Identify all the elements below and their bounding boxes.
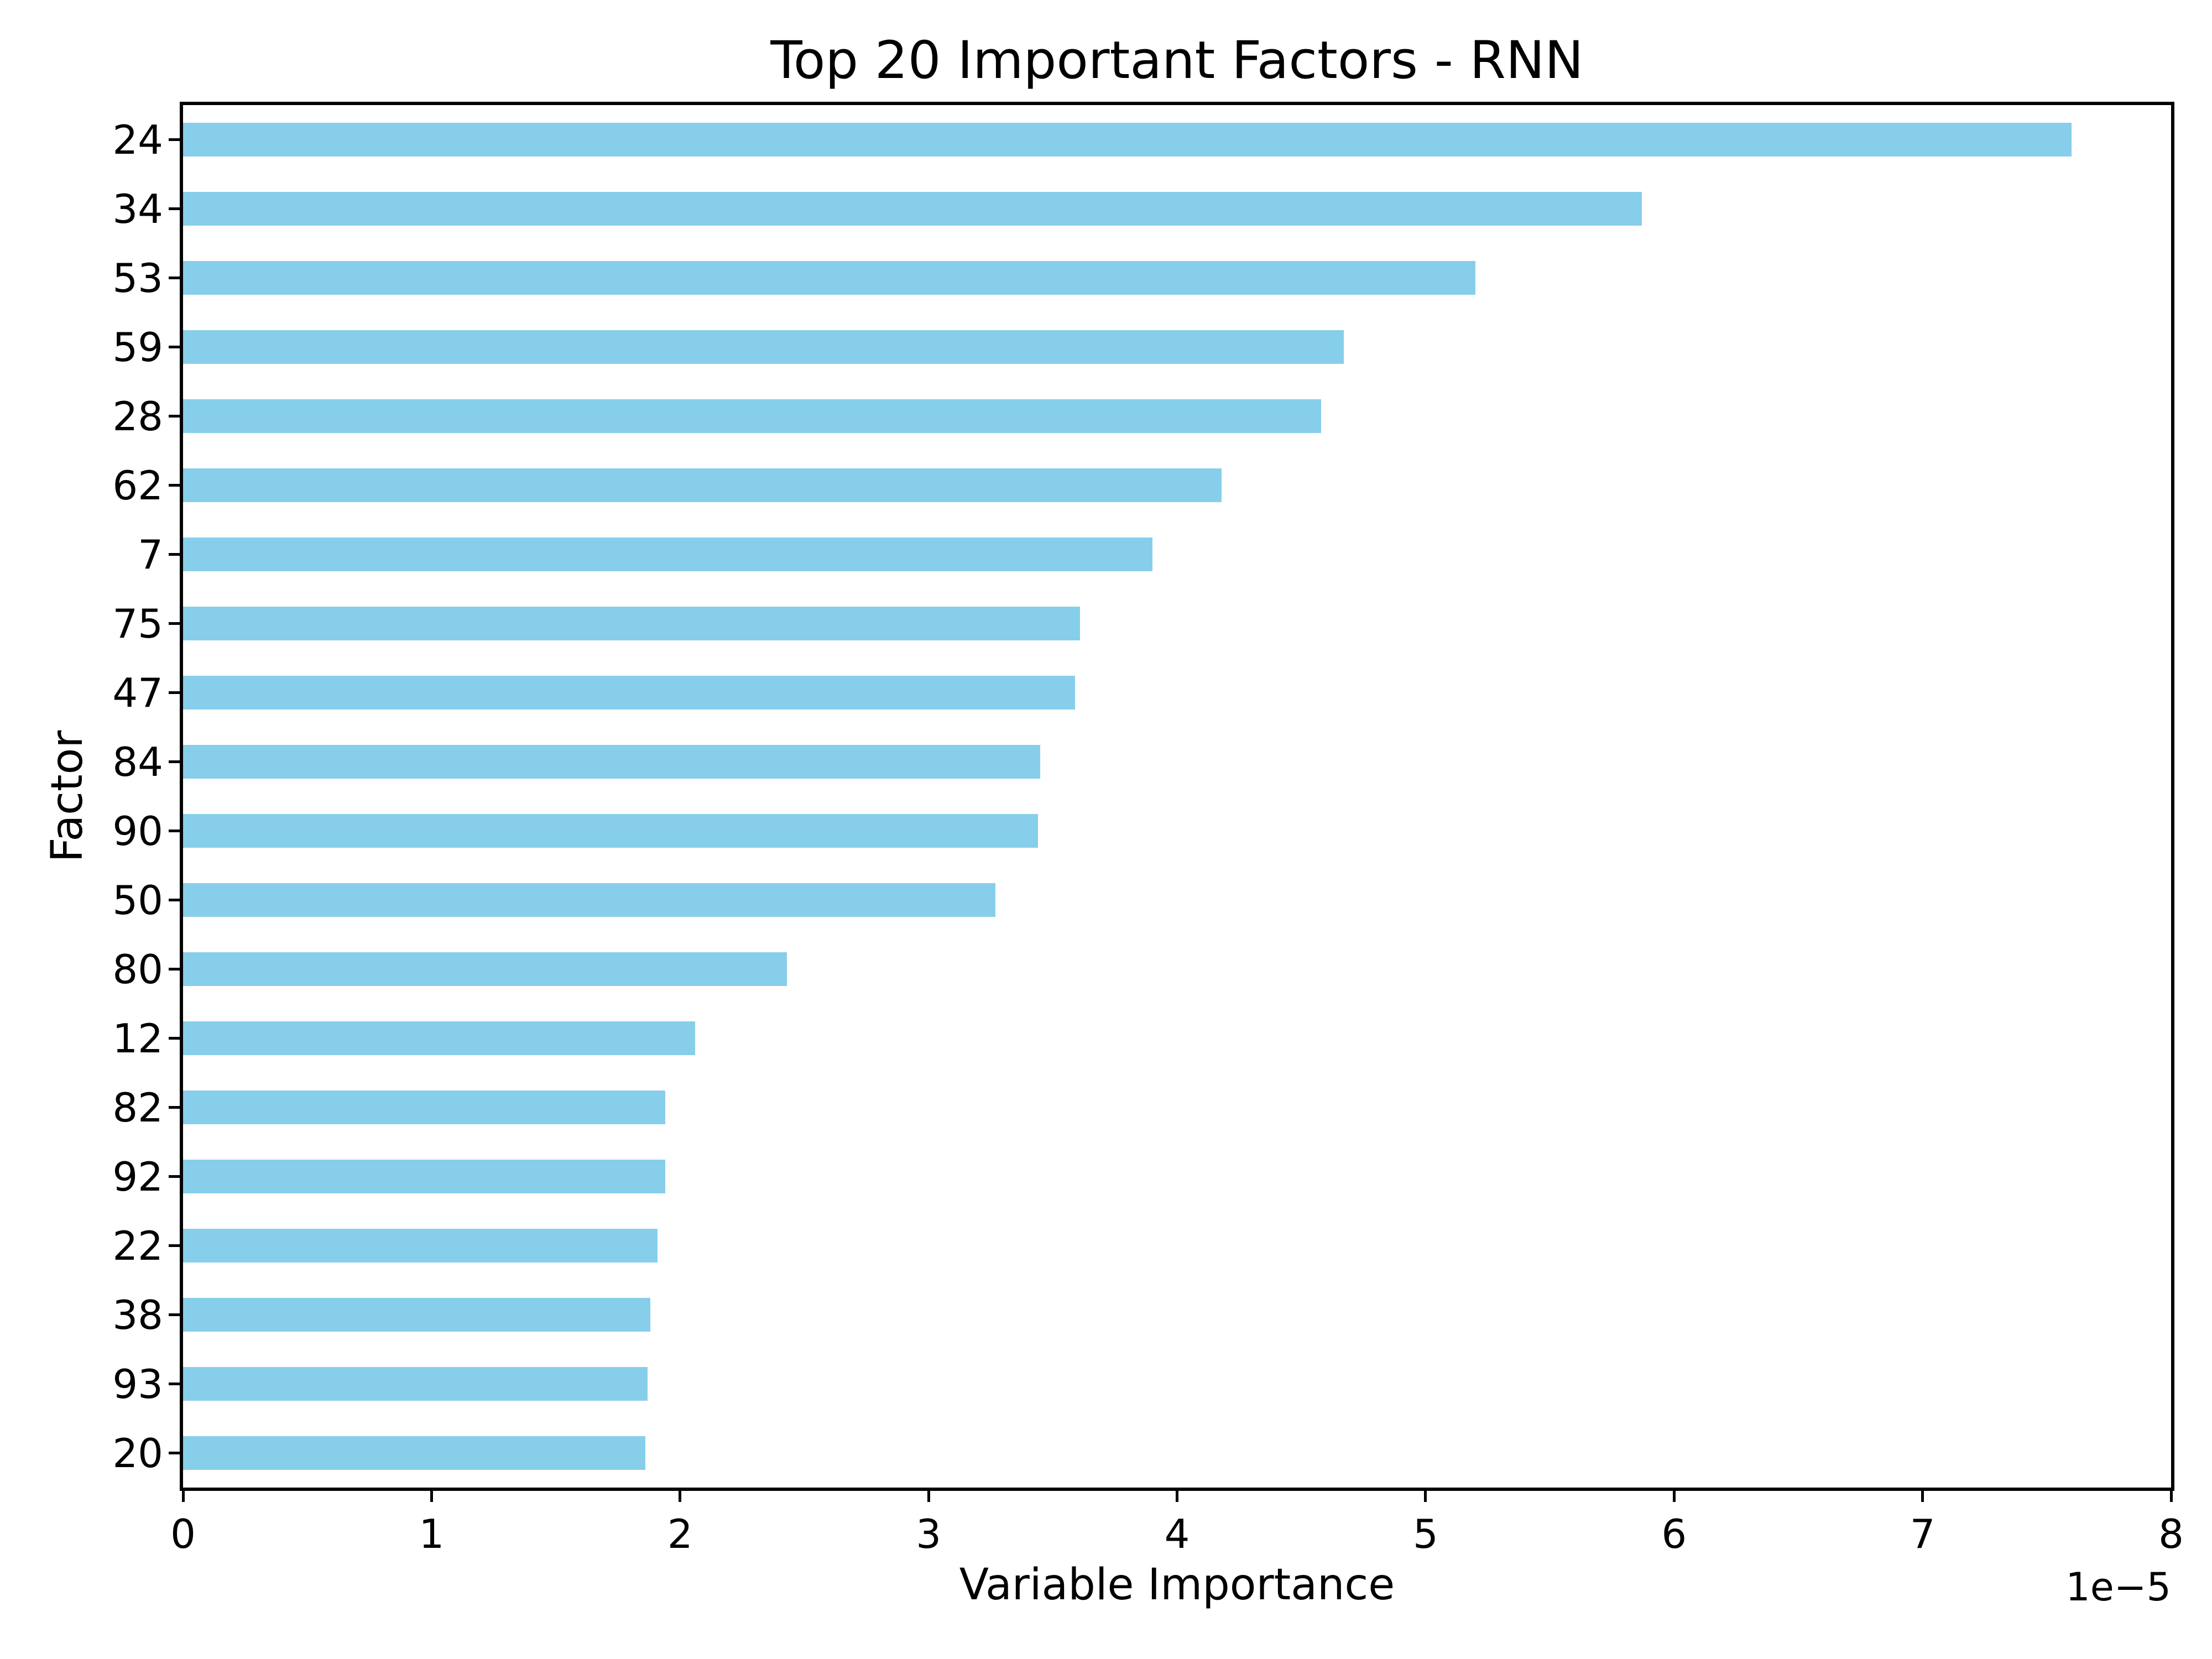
y-tick-label-22: 22 (112, 1222, 163, 1269)
y-tick-mark-20 (169, 1452, 180, 1454)
bar-factor-59 (183, 330, 1344, 364)
y-tick-label-90: 90 (112, 807, 163, 854)
x-tick-label-6: 6 (1661, 1511, 1687, 1557)
y-tick-label-34: 34 (112, 185, 163, 232)
y-tick-label-50: 50 (112, 877, 163, 924)
y-tick-mark-93 (169, 1383, 180, 1385)
x-tick-label-1: 1 (419, 1511, 445, 1557)
x-tick-mark-4 (1176, 1491, 1178, 1502)
bar-factor-90 (183, 814, 1038, 848)
bar-factor-28 (183, 399, 1322, 433)
y-tick-label-75: 75 (112, 600, 163, 647)
y-tick-label-92: 92 (112, 1153, 163, 1200)
x-tick-label-3: 3 (916, 1511, 942, 1557)
y-tick-label-7: 7 (138, 531, 163, 578)
y-tick-mark-22 (169, 1244, 180, 1247)
y-tick-label-84: 84 (112, 738, 163, 785)
y-tick-label-20: 20 (112, 1430, 163, 1477)
y-tick-mark-50 (169, 899, 180, 901)
bar-factor-20 (183, 1436, 645, 1470)
bar-factor-34 (183, 192, 1642, 226)
y-tick-mark-84 (169, 760, 180, 763)
x-axis-label: Variable Importance (959, 1560, 1395, 1610)
y-tick-mark-53 (169, 276, 180, 279)
x-tick-mark-0 (181, 1491, 185, 1502)
y-axis-label: Factor (43, 730, 92, 863)
plot-area (180, 102, 2174, 1491)
y-tick-label-59: 59 (112, 324, 163, 371)
x-tick-mark-3 (927, 1491, 930, 1502)
bar-factor-92 (183, 1160, 665, 1193)
x-tick-mark-1 (430, 1491, 433, 1502)
bar-factor-22 (183, 1229, 658, 1262)
y-tick-label-24: 24 (112, 116, 163, 163)
y-tick-label-53: 53 (112, 254, 163, 301)
x-axis-offset-text: 1e−5 (2065, 1564, 2171, 1610)
x-tick-mark-5 (1424, 1491, 1427, 1502)
bar-factor-7 (183, 538, 1152, 571)
x-tick-mark-7 (1921, 1491, 1924, 1502)
bar-factor-62 (183, 468, 1222, 502)
bar-factor-38 (183, 1298, 650, 1332)
y-tick-mark-62 (169, 484, 180, 487)
y-tick-mark-34 (169, 207, 180, 210)
x-tick-mark-8 (2169, 1491, 2173, 1502)
y-tick-mark-82 (169, 1106, 180, 1109)
x-tick-label-4: 4 (1164, 1511, 1190, 1557)
bar-factor-75 (183, 607, 1081, 640)
y-tick-mark-12 (169, 1037, 180, 1040)
chart-title: Top 20 Important Factors - RNN (770, 30, 1584, 91)
y-tick-mark-47 (169, 691, 180, 694)
x-tick-mark-2 (679, 1491, 682, 1502)
x-tick-label-7: 7 (1910, 1511, 1936, 1557)
y-tick-label-47: 47 (112, 669, 163, 716)
bar-factor-50 (183, 883, 996, 917)
y-tick-mark-59 (169, 346, 180, 348)
x-tick-label-0: 0 (170, 1511, 196, 1557)
y-tick-mark-7 (169, 553, 180, 556)
y-tick-mark-75 (169, 622, 180, 625)
bar-factor-82 (183, 1091, 665, 1124)
y-tick-label-93: 93 (112, 1360, 163, 1407)
y-tick-label-28: 28 (112, 393, 163, 440)
x-tick-label-5: 5 (1412, 1511, 1438, 1557)
x-tick-mark-6 (1672, 1491, 1676, 1502)
y-tick-label-82: 82 (112, 1084, 163, 1131)
y-tick-mark-90 (169, 830, 180, 832)
y-tick-mark-38 (169, 1313, 180, 1316)
y-tick-mark-28 (169, 415, 180, 418)
bar-factor-24 (183, 123, 2072, 156)
bar-factor-12 (183, 1021, 695, 1055)
y-tick-mark-80 (169, 968, 180, 971)
y-tick-label-62: 62 (112, 462, 163, 509)
y-tick-label-80: 80 (112, 946, 163, 993)
y-tick-mark-24 (169, 138, 180, 141)
y-tick-label-38: 38 (112, 1291, 163, 1338)
bar-factor-80 (183, 952, 787, 986)
y-tick-mark-92 (169, 1175, 180, 1178)
bar-factor-93 (183, 1367, 648, 1401)
x-tick-label-8: 8 (2158, 1511, 2184, 1557)
bar-factor-47 (183, 676, 1076, 709)
bar-factor-53 (183, 261, 1475, 295)
x-tick-label-2: 2 (667, 1511, 693, 1557)
bar-factor-84 (183, 745, 1041, 779)
y-tick-label-12: 12 (112, 1015, 163, 1062)
